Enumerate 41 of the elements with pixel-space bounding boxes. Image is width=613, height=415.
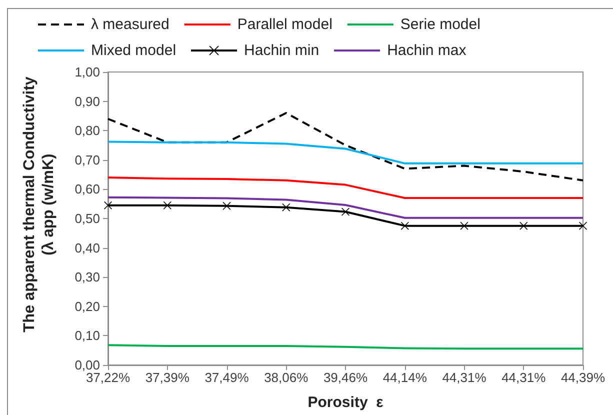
point — [104, 201, 112, 210]
x-tick-label: 37,22% — [86, 370, 130, 385]
y-tick-label: 0,00 — [74, 358, 100, 372]
point — [342, 208, 350, 216]
y-tick-label: 0,70 — [74, 152, 100, 168]
point — [520, 222, 528, 230]
line-series — [107, 196, 584, 219]
line-series — [107, 112, 584, 182]
legend-label: Mixed model — [91, 42, 176, 59]
x-tick-label: 44,14% — [382, 370, 428, 385]
x-axis-title: Porosity ε — [308, 394, 384, 411]
y-tick-label: 0,40 — [74, 240, 100, 256]
y-tick-label: 0,10 — [74, 328, 100, 344]
y-tick-label: 0,90 — [74, 94, 100, 109]
y-tick-label: 0,60 — [74, 182, 100, 197]
y-tick-label: 0,20 — [74, 298, 100, 314]
line-series — [107, 140, 584, 164]
legend-label: Hachin max — [387, 42, 467, 59]
legend-label: λ measured — [91, 16, 170, 33]
point — [460, 222, 468, 230]
y-tick-label: 0,50 — [74, 211, 100, 226]
x-tick-label: 37,49% — [204, 370, 250, 385]
legend-label: Hachin min — [244, 42, 320, 59]
y-tick-label: 1,00 — [74, 64, 100, 80]
x-tick-label: 44,31% — [502, 370, 546, 385]
legend-label: Serie model — [400, 16, 480, 33]
point — [222, 202, 231, 210]
y-tick-label: 0,30 — [74, 270, 100, 285]
point — [400, 222, 409, 230]
point — [282, 203, 290, 212]
x-tick-label: 44,31% — [442, 370, 487, 385]
y-axis-title: The apparent thermal Conductivity (λ app (w/mK) — [21, 76, 57, 332]
x-tick-label: 39,46% — [323, 370, 368, 385]
x-tick-label: 37,39% — [145, 370, 190, 385]
legend-label: Parallel model — [237, 16, 332, 33]
point — [579, 222, 587, 230]
line-series — [107, 176, 584, 199]
y-tick-label: 0,80 — [74, 123, 100, 138]
x-tick-label: 38,06% — [264, 370, 309, 385]
point — [163, 201, 172, 210]
x-tick-label: 44,39% — [560, 370, 606, 385]
